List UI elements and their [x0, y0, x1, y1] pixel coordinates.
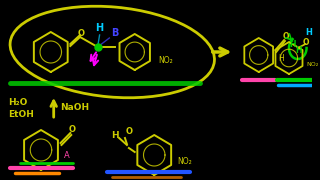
Text: O: O [125, 127, 132, 136]
Text: B: B [111, 28, 119, 38]
Text: NO₂: NO₂ [158, 55, 173, 64]
Text: H: H [295, 46, 302, 55]
Text: O: O [77, 28, 84, 37]
Text: O: O [69, 125, 76, 134]
Text: NO₂: NO₂ [307, 62, 319, 66]
Text: O: O [283, 31, 289, 40]
Text: H: H [95, 23, 104, 33]
Text: H₂O: H₂O [8, 98, 27, 107]
Text: NO₂: NO₂ [178, 158, 192, 166]
Text: NaOH: NaOH [60, 102, 90, 111]
Text: H: H [305, 28, 312, 37]
Text: O: O [302, 37, 309, 46]
Text: EtOH: EtOH [8, 109, 34, 118]
Text: H: H [290, 39, 296, 48]
Text: H: H [111, 130, 119, 140]
Text: H: H [278, 53, 284, 62]
Text: A: A [63, 150, 69, 159]
